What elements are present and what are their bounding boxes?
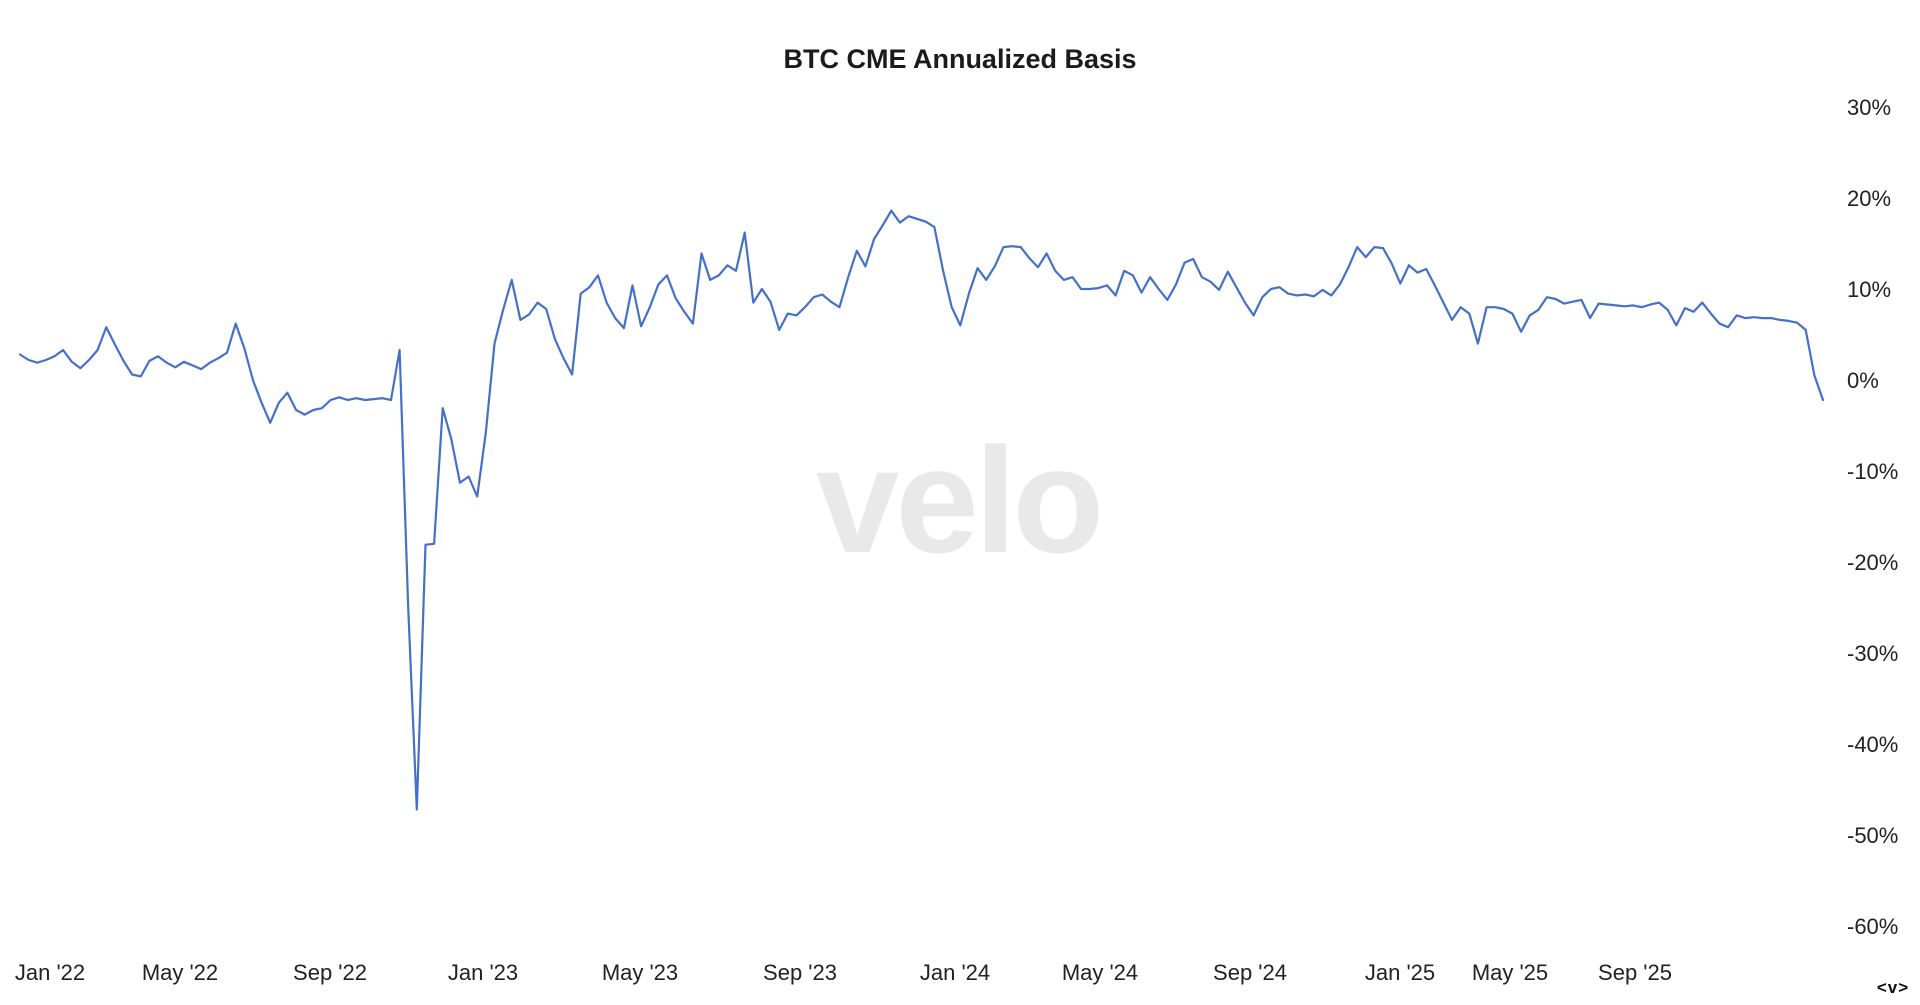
x-tick-label: May '23 bbox=[602, 960, 678, 985]
y-tick-label: 0% bbox=[1847, 368, 1879, 393]
y-tick-label: 30% bbox=[1847, 95, 1891, 120]
y-tick-label: 10% bbox=[1847, 277, 1891, 302]
basis-series-line bbox=[18, 209, 1825, 811]
x-tick-label: Jan '23 bbox=[448, 960, 518, 985]
x-tick-label: Jan '24 bbox=[920, 960, 990, 985]
x-tick-label: Sep '25 bbox=[1598, 960, 1672, 985]
y-tick-label: 20% bbox=[1847, 186, 1891, 211]
y-axis-labels: 30% 20% 10% 0% -10% -20% -30% -40% -50% -60% bbox=[1847, 95, 1898, 939]
x-tick-label: May '25 bbox=[1472, 960, 1548, 985]
chart-title: BTC CME Annualized Basis bbox=[783, 44, 1136, 74]
velo-watermark: velo bbox=[816, 416, 1100, 584]
y-tick-label: -10% bbox=[1847, 459, 1898, 484]
y-tick-label: -40% bbox=[1847, 732, 1898, 757]
x-axis-labels: Jan '22 May '22 Sep '22 Jan '23 May '23 Sep '… bbox=[15, 960, 1672, 985]
x-tick-label: Sep '22 bbox=[293, 960, 367, 985]
x-tick-label: May '22 bbox=[142, 960, 218, 985]
x-tick-label: Sep '23 bbox=[763, 960, 837, 985]
x-tick-label: May '24 bbox=[1062, 960, 1138, 985]
y-tick-label: -60% bbox=[1847, 914, 1898, 939]
y-tick-label: -50% bbox=[1847, 823, 1898, 848]
velo-logo-mark: <v> bbox=[1877, 978, 1909, 997]
x-tick-label: Jan '25 bbox=[1365, 960, 1435, 985]
x-tick-label: Sep '24 bbox=[1213, 960, 1287, 985]
y-tick-label: -30% bbox=[1847, 641, 1898, 666]
x-tick-label: Jan '22 bbox=[15, 960, 85, 985]
y-tick-label: -20% bbox=[1847, 550, 1898, 575]
